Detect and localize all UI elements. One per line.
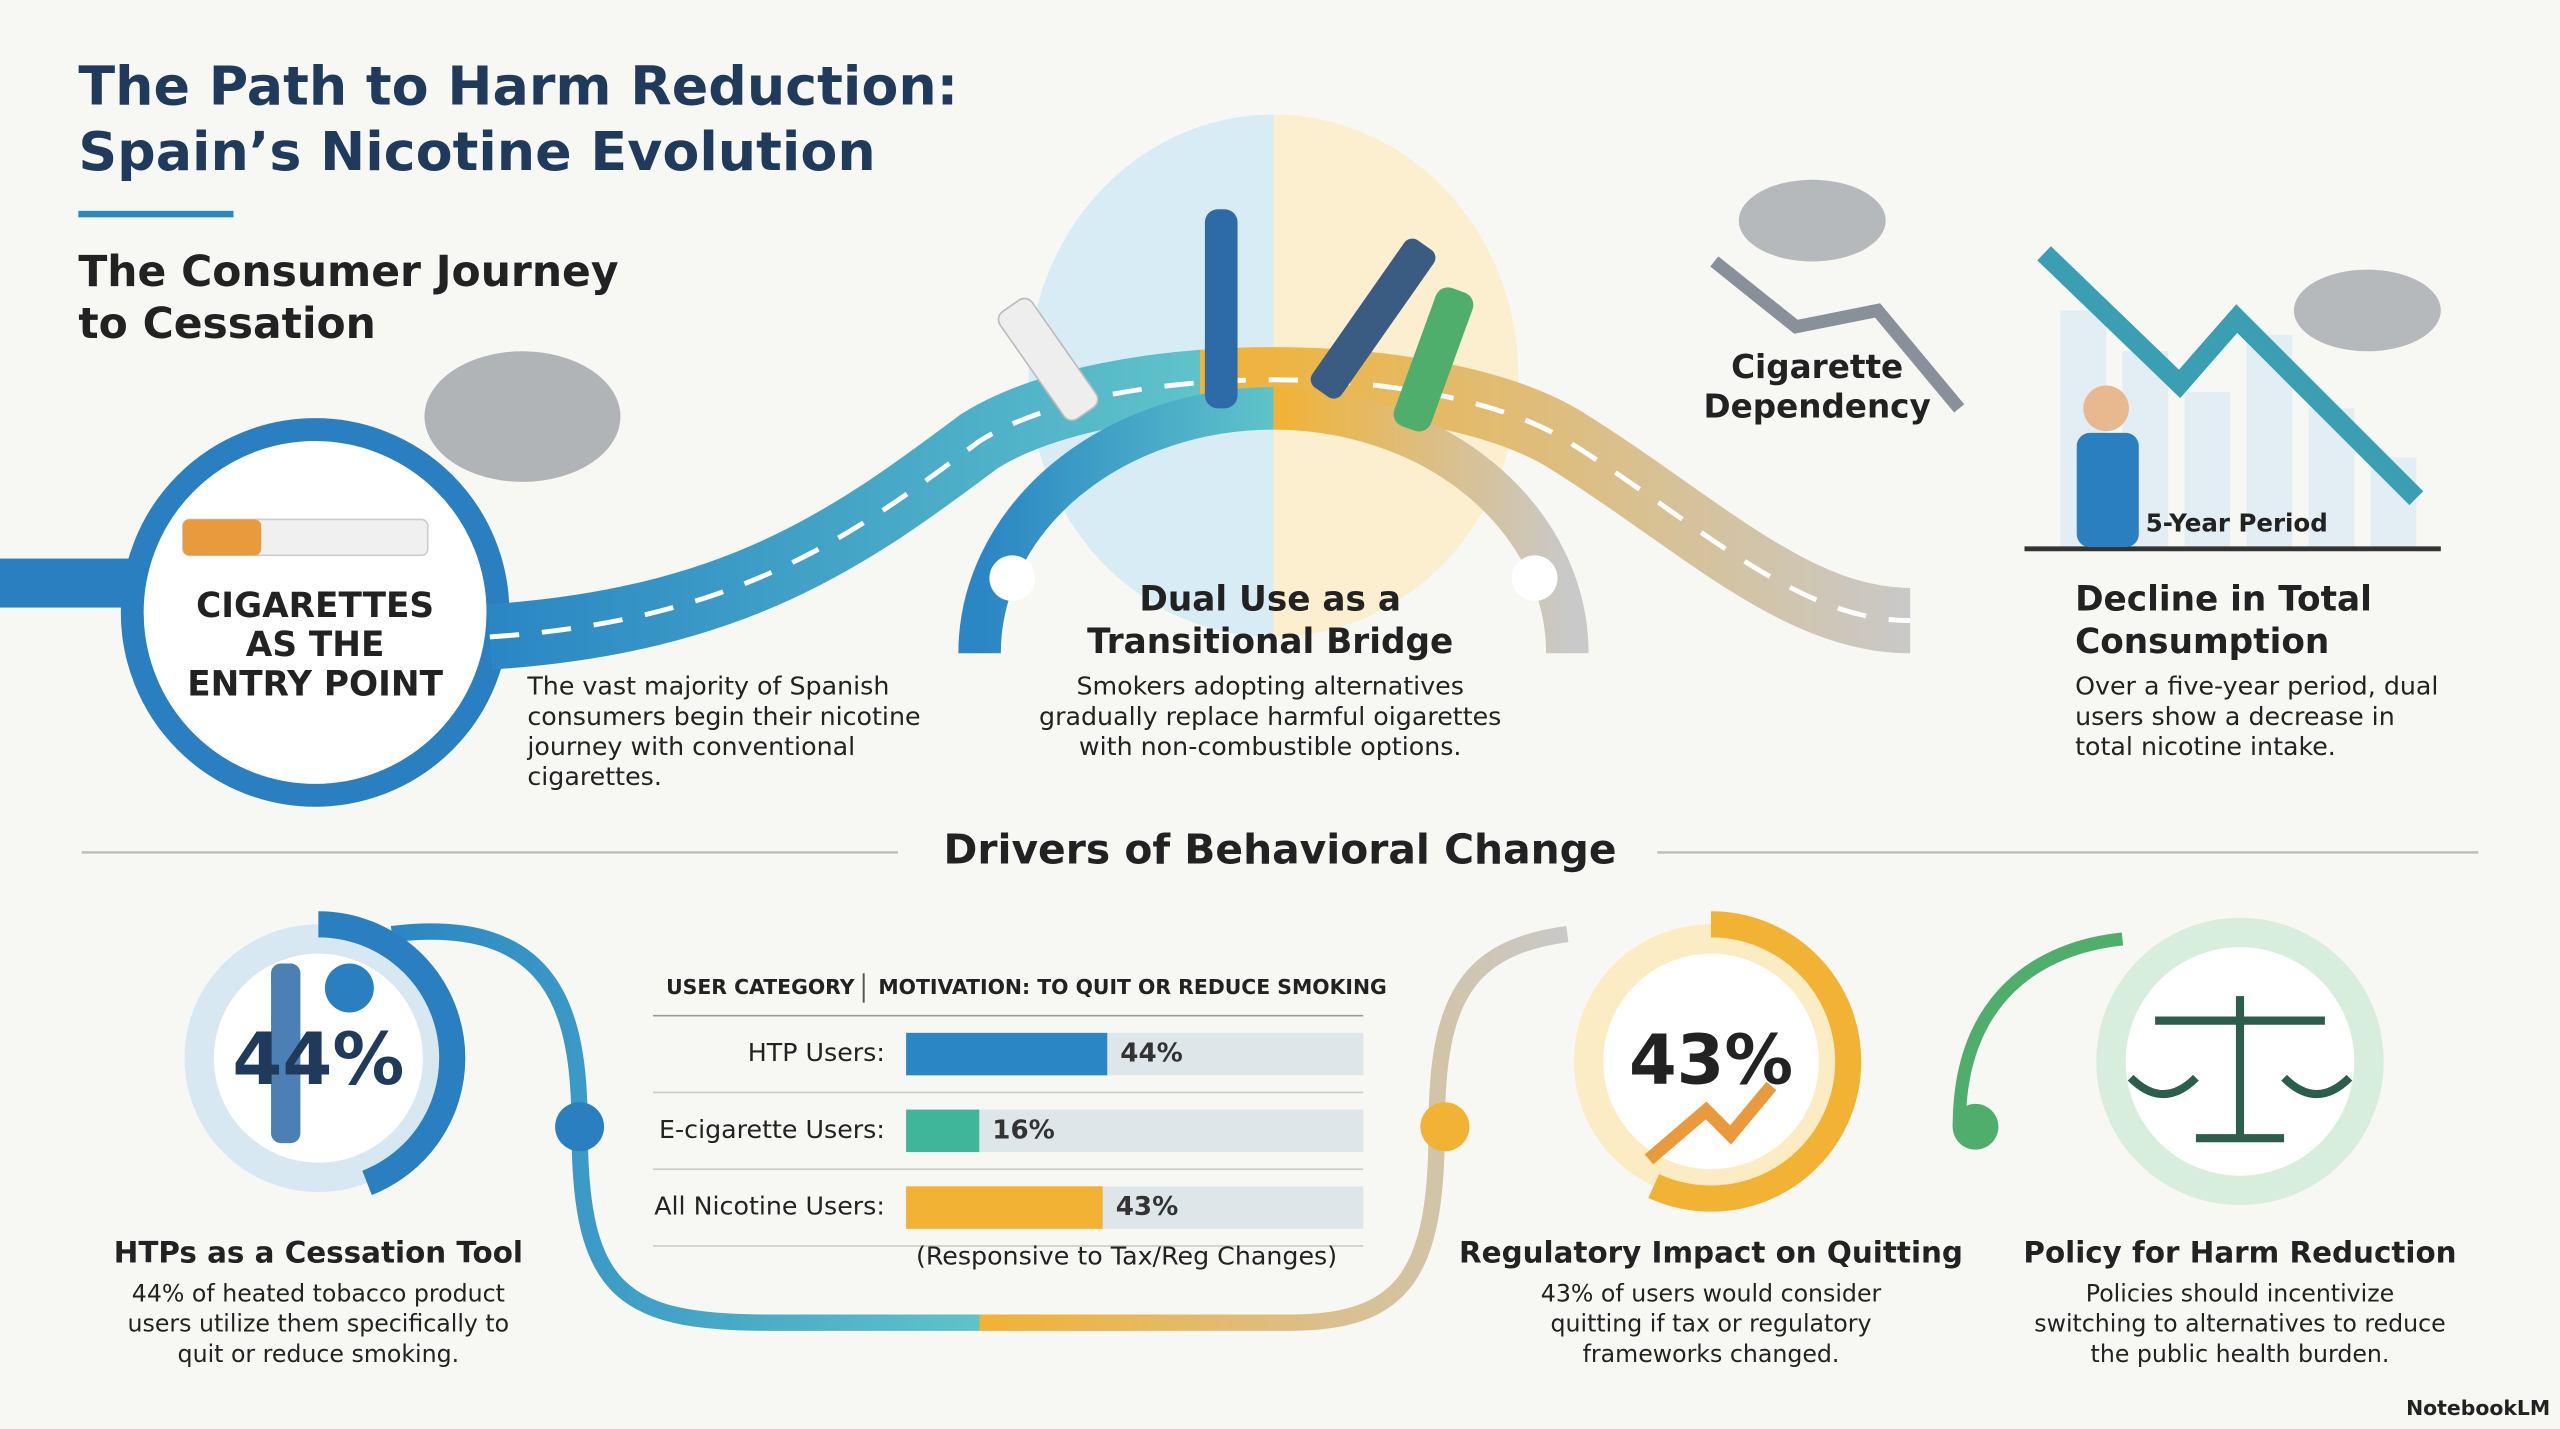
entry-label: CIGARETTES <box>196 586 434 626</box>
htp-title: HTPs as a Cessation Tool <box>114 1236 523 1270</box>
regulatory-text: quitting if tax or regulatory <box>1551 1310 1872 1338</box>
bridge-text: with non-combustible options. <box>1079 732 1462 761</box>
smoke <box>1738 179 1886 262</box>
bridge-text: gradually replace harmful oigarettes <box>1039 702 1501 731</box>
htp-text: users utilize them specifically to <box>128 1310 510 1338</box>
entry-text: consumers begin their nicotine <box>527 702 920 731</box>
drivers-title: Drivers of Behavioral Change <box>943 825 1616 873</box>
entry-label: AS THE <box>246 625 385 665</box>
regulatory-title: Regulatory Impact on Quitting <box>1459 1236 1963 1270</box>
decor <box>0 114 2479 1331</box>
bridge-text: Smokers adopting alternatives <box>1076 672 1463 701</box>
connector-dot <box>555 1102 605 1152</box>
vape-device <box>1393 287 1474 432</box>
decline-text: Over a five-year period, dual <box>2075 672 2438 701</box>
decline-text: users show a decrease in <box>2075 702 2395 731</box>
bar-value-label: 43% <box>1116 1192 1179 1222</box>
regulatory-text: 43% of users would consider <box>1541 1279 1882 1307</box>
bridge-title: Dual Use as a <box>1139 580 1401 620</box>
connector <box>390 923 1569 1331</box>
bridge-title: Transitional Bridge <box>1087 622 1453 662</box>
dependency-label: Dependency <box>1703 387 1930 425</box>
arch-hole <box>989 555 1036 602</box>
page-title: The Path to Harm Reduction: <box>78 55 958 118</box>
htp-device <box>271 963 301 1144</box>
policy-text: the public health burden. <box>2091 1340 2390 1368</box>
htp-ring-inner <box>213 953 423 1163</box>
entry-text: cigarettes. <box>527 762 662 791</box>
bar <box>906 1032 1108 1076</box>
dependency-arrow <box>1710 256 1965 413</box>
policy-text: Policies should incentivize <box>2086 1279 2394 1307</box>
reg-ring-inner <box>1603 953 1819 1170</box>
vape-device <box>1310 238 1436 399</box>
row-label: E-cigarette Users: <box>659 1115 885 1144</box>
dependency-label: Cigarette <box>1731 348 1903 386</box>
connector-dot <box>1420 1102 1470 1152</box>
smoke <box>424 351 621 482</box>
row-label: All Nicotine Users: <box>654 1192 885 1221</box>
table-header: USER CATEGORY <box>666 975 855 999</box>
bar-value-label: 16% <box>992 1115 1055 1145</box>
cigarette-icon <box>997 297 1099 422</box>
bar-track <box>906 1109 1364 1153</box>
cigarette-filter <box>182 519 262 556</box>
connector <box>1952 932 2124 1127</box>
row-label: HTP Users: <box>748 1038 885 1067</box>
reg-ring-arc <box>1560 911 1862 1212</box>
htp-stat: 44% <box>232 1017 404 1101</box>
htp-device <box>1204 209 1238 409</box>
entry-label: ENTRY POINT <box>187 664 443 704</box>
table-note: (Responsive to Tax/Reg Changes) <box>916 1241 1337 1270</box>
bar <box>906 1186 1103 1229</box>
trend-arrow <box>1644 1081 1777 1165</box>
decline-title: Consumption <box>2075 622 2329 662</box>
section-subtitle: to Cessation <box>78 300 375 349</box>
title-underline <box>78 210 234 218</box>
htp-text: quit or reduce smoking. <box>178 1340 460 1368</box>
decline-chart <box>2024 246 2441 552</box>
htp-text: 44% of heated tobacco product <box>132 1279 505 1307</box>
entry-text: journey with conventional <box>526 732 855 761</box>
policy-title: Policy for Harm Reduction <box>2023 1236 2456 1270</box>
period-badge: 5-Year Period <box>2146 508 2328 537</box>
regulatory-stat: 43% <box>1629 1021 1793 1101</box>
bar <box>906 1109 980 1153</box>
bar-value-label: 44% <box>1120 1039 1183 1069</box>
decline-title: Decline in Total <box>2075 580 2372 620</box>
check-badge <box>324 963 374 1013</box>
connector-dot <box>1952 1103 1999 1150</box>
entry-text: The vast majority of Spanish <box>526 672 889 701</box>
bridge-arch <box>958 387 1589 654</box>
table-header: MOTIVATION: TO QUIT OR REDUCE SMOKING <box>878 975 1386 999</box>
brand: NotebookLM <box>2406 1396 2550 1420</box>
htp-ring-arc <box>171 911 466 1206</box>
decline-text: total nicotine intake. <box>2075 732 2336 761</box>
regulatory-text: frameworks changed. <box>1583 1340 1840 1368</box>
arch-hole <box>1511 555 1558 602</box>
scale-icon <box>2127 996 2353 1143</box>
policy-text: switching to alternatives to reduce <box>2034 1310 2445 1338</box>
section-subtitle: The Consumer Journey <box>78 248 618 297</box>
page-title: Spain’s Nicotine Evolution <box>78 120 875 183</box>
